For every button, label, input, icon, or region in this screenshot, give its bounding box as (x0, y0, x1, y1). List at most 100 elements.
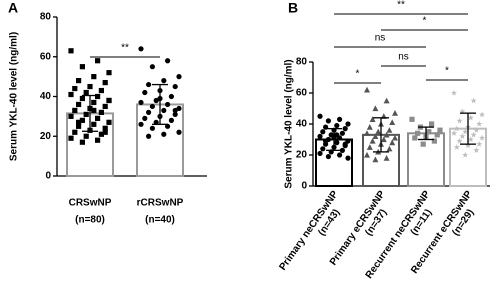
data-point (68, 113, 74, 119)
data-point (98, 131, 104, 137)
data-point (138, 121, 144, 127)
data-point (102, 129, 108, 135)
y-tick-label: 40 (40, 91, 52, 102)
data-point (153, 119, 159, 125)
data-point (450, 89, 458, 96)
data-point (476, 140, 483, 147)
data-point (76, 101, 82, 108)
y-tick-label: 60 (296, 88, 308, 99)
data-point (106, 70, 112, 76)
data-point (369, 116, 376, 122)
data-point (76, 119, 82, 125)
data-point (386, 127, 393, 133)
data-point (464, 142, 472, 149)
bar (407, 132, 445, 188)
panel-label: A (8, 0, 18, 16)
data-point (392, 110, 398, 116)
data-point (342, 141, 348, 147)
data-point (149, 103, 155, 110)
x-tick-n-label: (n=80) (75, 215, 105, 226)
data-point (76, 123, 82, 129)
x-tick-label-group: Primary neCRSwNP(n=43) (277, 189, 342, 273)
data-point (83, 89, 89, 96)
data-point (172, 111, 178, 117)
data-point (478, 134, 486, 141)
data-point (325, 118, 331, 124)
data-point (337, 116, 343, 122)
data-point (146, 133, 152, 139)
significance-label: ns (375, 33, 386, 44)
data-point (389, 119, 396, 126)
data-point (420, 141, 426, 147)
y-tick-label: 80 (296, 57, 308, 68)
data-point (342, 126, 348, 132)
data-point (412, 135, 418, 141)
data-point (68, 91, 74, 98)
x-tick-label-group: Primary eCRSwNP(n=37) (328, 189, 390, 268)
data-point (470, 97, 477, 104)
data-point (72, 129, 78, 135)
data-point (68, 135, 74, 141)
data-point (106, 97, 112, 104)
data-point (392, 134, 398, 141)
data-point (450, 130, 458, 136)
data-point (372, 156, 379, 163)
data-point (375, 128, 382, 135)
data-point (459, 108, 466, 115)
data-point (149, 125, 155, 131)
data-point (409, 116, 415, 122)
data-point (434, 132, 440, 138)
data-point (95, 137, 101, 143)
data-point (102, 79, 108, 86)
data-point (95, 115, 101, 121)
data-point (459, 133, 466, 139)
x-tick-label: CRSwNP (69, 198, 112, 209)
significance-label: ns (398, 52, 409, 63)
data-point (165, 58, 171, 64)
data-point (467, 136, 474, 143)
data-point (91, 121, 97, 127)
panel-label: B (288, 0, 298, 16)
data-point (383, 131, 390, 138)
data-point (345, 121, 351, 127)
data-point (79, 95, 85, 102)
y-tick-label: 40 (296, 119, 308, 130)
data-point (453, 125, 460, 132)
significance-label: ** (121, 43, 129, 54)
significance-label: * (445, 66, 449, 77)
data-point (320, 146, 326, 152)
y-tick-label: 0 (301, 181, 307, 192)
data-point (364, 151, 370, 158)
data-point (79, 64, 85, 70)
data-point (317, 113, 323, 119)
data-point (91, 74, 97, 80)
data-point (91, 99, 97, 106)
data-point (317, 133, 323, 139)
y-axis-label: Serum YKL-40 level (ng/ml) (9, 32, 20, 161)
data-point (473, 127, 480, 133)
data-point (87, 83, 93, 90)
data-point (426, 129, 432, 135)
data-point (161, 107, 167, 114)
data-point (176, 74, 182, 80)
data-point (462, 128, 469, 135)
significance-label: ** (397, 0, 405, 11)
significance-label: * (423, 16, 427, 27)
data-point (72, 85, 78, 92)
data-point (339, 147, 345, 153)
data-point (372, 133, 379, 139)
data-point (79, 117, 85, 123)
data-point (462, 151, 469, 158)
x-tick-label: rCRSwNP (137, 198, 184, 209)
data-point (68, 48, 74, 54)
data-point (453, 144, 460, 150)
data-point (176, 129, 182, 135)
data-point (366, 124, 373, 130)
data-point (172, 107, 178, 114)
data-point (323, 138, 329, 144)
data-point (334, 140, 340, 146)
data-point (76, 78, 82, 84)
data-point (102, 125, 108, 131)
data-point (369, 137, 376, 144)
